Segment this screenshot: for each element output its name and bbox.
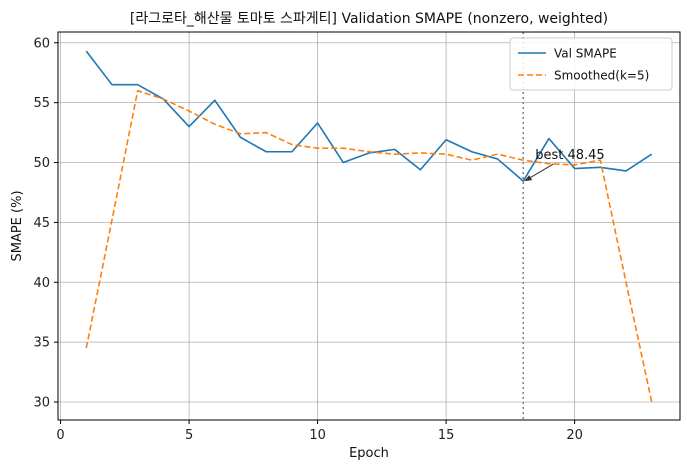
x-tick-label: 20 [566, 428, 583, 443]
legend-box [509, 37, 673, 91]
chart-title: [라그로타_해산물 토마토 스파게티] Validation SMAPE (no… [130, 11, 608, 27]
y-axis-ticks: 30 35 40 45 50 55 60 [33, 36, 58, 411]
smoothed-line [85, 89, 653, 403]
annotation-arrow-shaft [525, 163, 554, 181]
y-tick-label: 55 [33, 96, 50, 111]
best-annotation: best 48.45 [524, 148, 605, 182]
val-smape-line [85, 50, 653, 182]
y-tick-label: 40 [33, 276, 50, 291]
series-lines [85, 50, 653, 403]
legend-label-val-smape: Val SMAPE [554, 47, 617, 61]
legend: Val SMAPE Smoothed(k=5) [509, 37, 673, 91]
y-tick-label: 45 [33, 216, 50, 231]
y-tick-label: 60 [33, 36, 50, 51]
x-tick-label: 10 [309, 428, 326, 443]
y-axis-label: SMAPE (%) [10, 190, 25, 261]
y-tick-label: 50 [33, 156, 50, 171]
x-axis-ticks: 0 5 10 15 20 [56, 420, 583, 443]
x-axis-label: Epoch [349, 446, 389, 461]
x-tick-label: 15 [438, 428, 455, 443]
y-tick-label: 35 [33, 336, 50, 351]
x-tick-label: 0 [56, 428, 64, 443]
legend-label-smoothed: Smoothed(k=5) [554, 69, 649, 83]
grid-lines [58, 32, 680, 420]
plot-frame [57, 31, 681, 421]
annotation-arrow-head [524, 175, 533, 182]
y-tick-label: 30 [33, 396, 50, 411]
annotation-text: best 48.45 [535, 148, 604, 163]
x-tick-label: 5 [185, 428, 193, 443]
